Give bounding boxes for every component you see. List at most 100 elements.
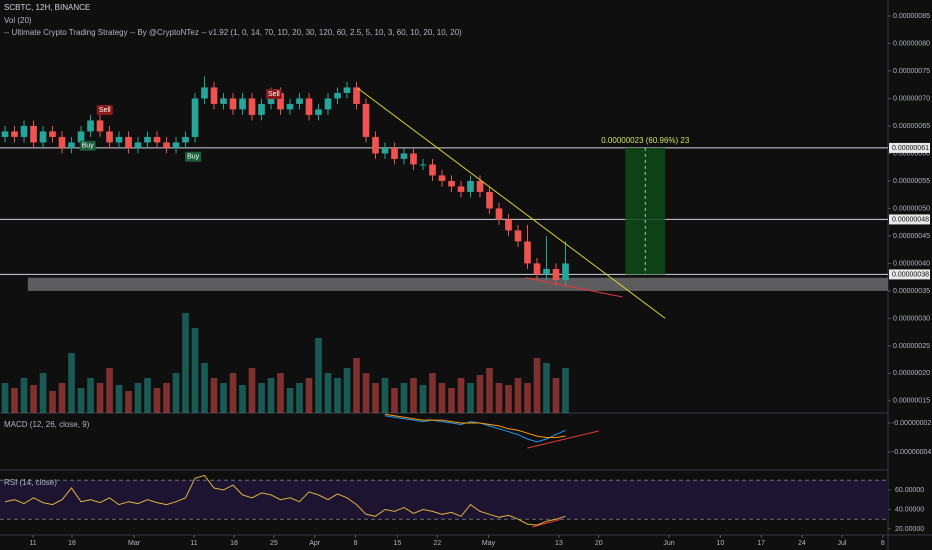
volume-bar [1, 383, 9, 413]
volume-bar [543, 363, 550, 413]
volume-bar [457, 378, 465, 413]
y-tick-label: 0.00000045 [893, 233, 930, 240]
volume-bar [77, 388, 85, 413]
candle-body [30, 125, 37, 143]
x-tick-label: Jun [663, 540, 674, 547]
candle-body [476, 180, 484, 192]
x-tick-label: 18 [230, 540, 238, 547]
position-label: 0.00000023 (60.96%) 23 [601, 136, 690, 145]
signal-box [265, 89, 282, 100]
candle-body [324, 98, 332, 110]
x-tick-label: 15 [393, 540, 401, 547]
volume-bar [315, 338, 322, 413]
signal-box [79, 140, 96, 151]
candle-body [562, 263, 569, 280]
volume-bar [49, 391, 56, 413]
volume-bar [391, 388, 398, 413]
volume-bar [87, 378, 94, 413]
chart-layer: 0.00000023 (60.96%) 23 Sell Buy Buy Sell 0.00… [0, 13, 931, 547]
volume-bar [115, 385, 123, 413]
signal-box [185, 151, 202, 162]
signal-box [96, 104, 113, 115]
x-tick-label: Mar [128, 540, 141, 547]
rsi-band [0, 480, 888, 520]
volume-bar [381, 378, 389, 413]
x-tick-label: 11 [190, 540, 197, 547]
volume-bar [362, 373, 370, 413]
volume-bar [343, 368, 351, 413]
candle-body [543, 268, 550, 275]
candle-body [258, 103, 265, 115]
volume-bar [11, 388, 18, 413]
volume-bar [334, 378, 341, 413]
signal-label: Buy [82, 143, 95, 150]
candle-body [419, 164, 427, 166]
volume-bar [448, 388, 455, 413]
x-tick-label: May [482, 540, 496, 547]
volume-bar [286, 388, 294, 413]
volume-bar [476, 375, 484, 413]
volume-bar [438, 383, 446, 413]
volume-bar [30, 385, 37, 413]
volume-bar [68, 353, 75, 413]
candle-body [182, 136, 189, 143]
volume-bar [410, 378, 417, 413]
candle-body [315, 109, 322, 115]
volume-bar [239, 385, 246, 413]
volume-bar [467, 383, 474, 413]
rsi-title: RSI (14, close) [4, 478, 57, 487]
x-tick-label: 20 [595, 540, 603, 547]
candle-body [201, 87, 208, 99]
candle-body [286, 103, 294, 110]
candle-body [125, 136, 132, 148]
y-tick-label: 0.00000035 [893, 288, 930, 295]
candle-body [239, 98, 246, 110]
volume-bar [505, 385, 512, 413]
candle-body [438, 175, 446, 181]
volume-bar [20, 378, 28, 413]
candle-body [277, 92, 284, 110]
candle-body [448, 180, 455, 187]
volume-bar [58, 383, 66, 413]
candle-body [457, 186, 465, 192]
candle-body [362, 103, 370, 137]
rsi-line [4, 474, 566, 526]
candle-body [391, 147, 398, 159]
candle-body [410, 153, 417, 165]
volume-bar [229, 373, 237, 413]
volume-bar [562, 368, 569, 413]
volume-bar [144, 378, 151, 413]
candle-body [429, 164, 436, 176]
level-tag [889, 142, 930, 153]
candle-body [191, 98, 199, 137]
candle-body [343, 87, 351, 93]
volume-bar [514, 378, 522, 413]
candle-body [11, 131, 18, 137]
signal-label: Sell [268, 91, 280, 98]
support-zone [27, 277, 888, 291]
candle-body [115, 136, 123, 143]
x-tick-label: 8 [354, 540, 358, 547]
volume-bar [220, 383, 227, 413]
candle-body [87, 120, 94, 132]
level-label: 0.00000048 [892, 216, 929, 223]
candle-body [505, 219, 512, 231]
level-tag [889, 269, 930, 280]
candle-body [172, 142, 180, 148]
volume-bar [191, 328, 199, 413]
candle-body [144, 136, 151, 143]
volume-bar [353, 358, 360, 413]
x-tick-label: Jul [837, 540, 846, 547]
x-tick-label: Apr [309, 540, 321, 547]
y-tick-label: 0.00000020 [893, 370, 930, 377]
candle-body [305, 98, 313, 115]
candle-body [96, 120, 104, 132]
y-tick-label: 0.00000075 [893, 68, 930, 75]
volume-bar [277, 373, 284, 413]
volume-bar [125, 391, 132, 413]
candle-body [20, 125, 28, 137]
y-tick-label: -0.00000004 [892, 449, 931, 456]
volume-bar [163, 383, 170, 413]
